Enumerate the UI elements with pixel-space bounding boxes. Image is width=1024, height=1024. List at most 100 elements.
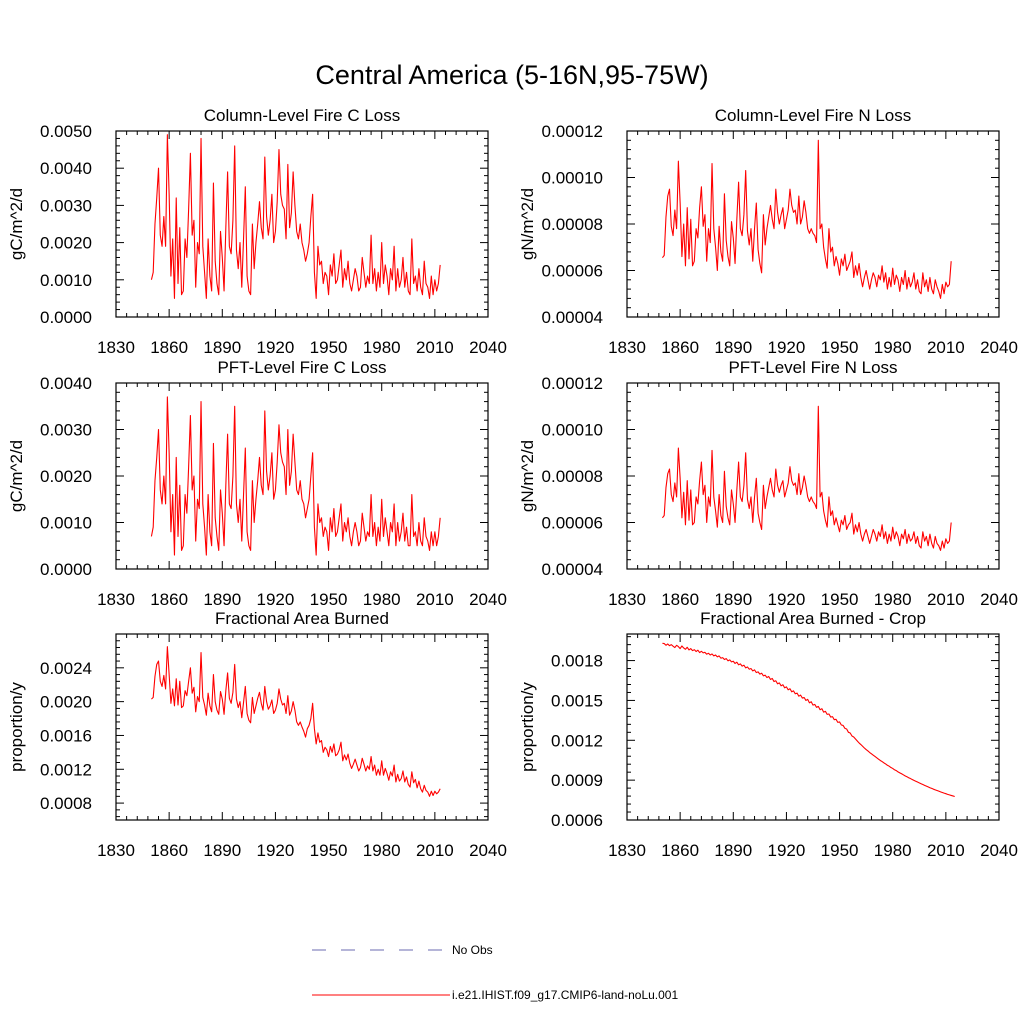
- x-tick-label: 1830: [608, 338, 646, 357]
- y-tick-label: 0.0012: [40, 760, 92, 779]
- x-tick-label: 1980: [874, 590, 912, 609]
- legend-item-1: No Obs: [312, 943, 493, 957]
- x-tick-label: 1980: [363, 338, 401, 357]
- x-tick-label: 1890: [714, 590, 752, 609]
- series-line-1: [150, 396, 441, 556]
- x-tick-label: 1830: [97, 338, 135, 357]
- series-line-1: [662, 642, 955, 798]
- x-tick-label: 1920: [768, 338, 806, 357]
- x-tick-label: 1860: [150, 590, 188, 609]
- y-axis-label: gC/m^2/d: [7, 440, 26, 512]
- legend-label: i.e21.IHIST.f09_g17.CMIP6-land-noLu.001: [452, 988, 678, 1002]
- y-axis-label: proportion/y: [7, 682, 26, 772]
- x-tick-label: 2040: [980, 590, 1018, 609]
- x-tick-label: 2040: [469, 841, 507, 860]
- y-axis-label: gN/m^2/d: [518, 440, 537, 512]
- y-tick-label: 0.00008: [542, 215, 603, 234]
- x-tick-label: 1950: [821, 338, 859, 357]
- y-tick-label: 0.0008: [40, 794, 92, 813]
- series-line-1: [151, 646, 441, 797]
- chart-panel-6: 1830 1860 1890 1920 1950 1980 2010 2040 0.0006 0.…: [518, 609, 1018, 860]
- x-tick-label: 1950: [310, 338, 348, 357]
- x-tick-label: 2010: [927, 338, 965, 357]
- plot-frame: [115, 633, 489, 821]
- y-tick-label: 0.0050: [40, 122, 92, 141]
- y-tick-label: 0.0006: [551, 811, 603, 830]
- x-tick-label: 1890: [203, 590, 241, 609]
- x-tick-label: 1860: [150, 338, 188, 357]
- x-tick-label: 1920: [768, 590, 806, 609]
- y-tick-label: 0.0040: [40, 159, 92, 178]
- x-tick-label: 1890: [714, 841, 752, 860]
- y-tick-label: 0.0010: [40, 271, 92, 290]
- y-tick-label: 0.0020: [40, 467, 92, 486]
- y-tick-label: 0.0009: [551, 771, 603, 790]
- y-tick-label: 0.0000: [40, 308, 92, 327]
- y-tick-label: 0.0016: [40, 726, 92, 745]
- x-tick-label: 1920: [257, 590, 295, 609]
- y-tick-label: 0.00012: [542, 374, 603, 393]
- x-tick-label: 2040: [469, 590, 507, 609]
- x-tick-label: 1920: [257, 338, 295, 357]
- x-tick-label: 2010: [416, 590, 454, 609]
- y-axis-label: gN/m^2/d: [518, 188, 537, 260]
- panels: 1830 1860 1890 1920 1950 1980 2010 2040 0.0000 0.…: [7, 106, 1018, 860]
- x-tick-label: 1830: [97, 841, 135, 860]
- y-tick-label: 0.0010: [40, 514, 92, 533]
- x-tick-label: 1830: [608, 590, 646, 609]
- chart-title: PFT-Level Fire N Loss: [728, 358, 897, 377]
- x-tick-label: 1950: [310, 841, 348, 860]
- x-tick-label: 2010: [416, 338, 454, 357]
- chart-title: PFT-Level Fire C Loss: [217, 358, 386, 377]
- legend: No Obs i.e21.IHIST.f09_g17.CMIP6-land-noL…: [312, 943, 678, 1002]
- chart-title: Column-Level Fire N Loss: [715, 106, 912, 125]
- x-tick-label: 1980: [363, 590, 401, 609]
- x-tick-label: 1950: [821, 841, 859, 860]
- x-tick-label: 1950: [821, 590, 859, 609]
- series-line-1: [150, 134, 441, 299]
- x-tick-label: 2040: [980, 841, 1018, 860]
- chart-title: Fractional Area Burned - Crop: [700, 609, 926, 628]
- figure-title: Central America (5-16N,95-75W): [315, 60, 708, 90]
- y-axis-label: proportion/y: [518, 682, 537, 772]
- y-tick-label: 0.0030: [40, 421, 92, 440]
- x-tick-label: 1860: [661, 841, 699, 860]
- x-tick-label: 1980: [363, 841, 401, 860]
- plot-frame: [626, 382, 1000, 570]
- x-tick-label: 1920: [257, 841, 295, 860]
- y-tick-label: 0.00004: [542, 560, 603, 579]
- chart-panel-4: 1830 1860 1890 1920 1950 1980 2010 2040 0.00004 0…: [518, 358, 1018, 609]
- x-tick-label: 1890: [203, 841, 241, 860]
- x-tick-label: 2010: [927, 841, 965, 860]
- x-tick-label: 1890: [203, 338, 241, 357]
- x-tick-label: 1860: [661, 590, 699, 609]
- y-tick-label: 0.0020: [40, 234, 92, 253]
- chart-title: Column-Level Fire C Loss: [204, 106, 401, 125]
- legend-label: No Obs: [452, 943, 493, 957]
- x-tick-label: 1830: [608, 841, 646, 860]
- y-tick-label: 0.00004: [542, 308, 603, 327]
- x-tick-label: 1830: [97, 590, 135, 609]
- y-tick-label: 0.00006: [542, 262, 603, 281]
- y-tick-label: 0.0024: [40, 659, 92, 678]
- y-tick-label: 0.0018: [551, 652, 603, 671]
- y-tick-label: 0.0000: [40, 560, 92, 579]
- y-tick-label: 0.0040: [40, 374, 92, 393]
- series-line-1: [661, 139, 952, 299]
- plot-frame: [115, 130, 489, 318]
- y-tick-label: 0.0020: [40, 693, 92, 712]
- chart-panel-1: 1830 1860 1890 1920 1950 1980 2010 2040 0.0000 0.…: [7, 106, 507, 357]
- y-tick-label: 0.00012: [542, 122, 603, 141]
- x-tick-label: 2010: [416, 841, 454, 860]
- x-tick-label: 1980: [874, 338, 912, 357]
- y-tick-label: 0.0012: [551, 731, 603, 750]
- series-line-1: [661, 405, 952, 551]
- y-tick-label: 0.0030: [40, 196, 92, 215]
- y-axis-label: gC/m^2/d: [7, 188, 26, 260]
- chart-title: Fractional Area Burned: [215, 609, 389, 628]
- x-tick-label: 2040: [469, 338, 507, 357]
- x-tick-label: 1950: [310, 590, 348, 609]
- plot-frame: [626, 633, 1000, 821]
- x-tick-label: 1980: [874, 841, 912, 860]
